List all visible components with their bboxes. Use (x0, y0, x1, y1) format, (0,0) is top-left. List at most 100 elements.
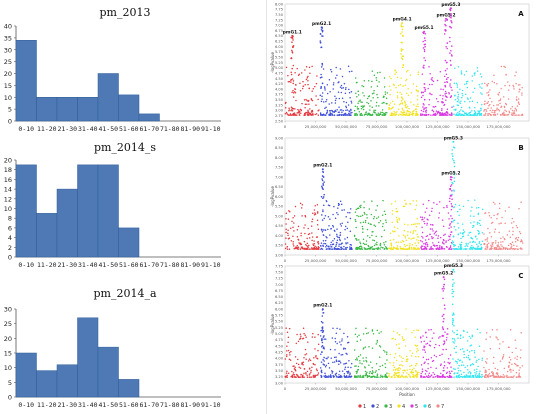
snp-point (348, 91, 351, 94)
snp-point (327, 228, 329, 231)
snp-point (480, 107, 482, 110)
peak-point (422, 106, 424, 108)
snp-point (398, 369, 400, 372)
snp-point (376, 373, 379, 375)
snp-point (472, 246, 474, 248)
snp-point (402, 240, 405, 243)
snp-point (446, 246, 448, 248)
bar-21-30 (56, 188, 78, 258)
snp-point (491, 374, 493, 377)
peak-point (444, 84, 446, 87)
y-tick-label: 3.50 (275, 369, 284, 373)
snp-point (336, 342, 338, 345)
snp-point (463, 248, 465, 250)
snp-point (432, 105, 434, 108)
x-tick-label: 150,000,000 (456, 258, 481, 263)
snp-point (301, 376, 303, 378)
snp-point (343, 332, 345, 335)
snp-point (416, 222, 418, 225)
snp-point (407, 69, 409, 72)
snp-point (375, 79, 378, 82)
snp-point (317, 245, 320, 248)
snp-point (344, 225, 347, 228)
snp-point (355, 327, 357, 330)
snp-point (428, 329, 430, 331)
snp-point (400, 364, 402, 366)
snp-point (375, 76, 378, 79)
snp-point (448, 92, 450, 94)
snp-point (331, 246, 333, 248)
y-tick-label: 6.00 (275, 195, 284, 199)
snp-point (426, 243, 429, 245)
snp-point (373, 215, 376, 218)
snp-point (368, 346, 370, 348)
snp-point (316, 357, 319, 360)
snp-point (393, 356, 396, 359)
snp-point (490, 114, 492, 116)
y-tick-label: 2.75 (275, 114, 283, 118)
snp-point (487, 112, 489, 115)
snp-point (493, 246, 496, 249)
snp-point (293, 373, 296, 376)
peak-point (322, 336, 325, 338)
snp-point (455, 82, 458, 84)
peak-point (446, 19, 448, 22)
snp-point (314, 348, 316, 350)
snp-point (360, 245, 362, 247)
snp-point (332, 327, 334, 329)
y-tick-label: 4.00 (275, 357, 284, 361)
snp-point (288, 210, 290, 212)
snp-point (315, 104, 317, 106)
snp-point (378, 368, 380, 371)
snp-point (314, 85, 316, 88)
snp-point (382, 112, 385, 114)
snp-point (379, 219, 382, 222)
snp-point (416, 348, 418, 350)
snp-point (443, 361, 446, 363)
snp-point (397, 221, 399, 224)
snp-point (378, 113, 381, 116)
snp-point (323, 86, 326, 88)
y-axis-label: -logPvalue (270, 314, 275, 335)
peak-point (441, 334, 444, 337)
snp-point (287, 234, 289, 237)
snp-point (307, 341, 309, 343)
category-label: 21-30 (57, 261, 77, 269)
snp-point (356, 359, 359, 361)
snp-point (514, 107, 516, 110)
snp-point (492, 104, 495, 107)
category-label: 11-20 (37, 125, 57, 133)
y-tick-label: 4.50 (275, 224, 284, 228)
snp-point (407, 94, 410, 97)
snp-point (310, 98, 313, 101)
snp-point (316, 248, 318, 250)
snp-point (309, 359, 312, 362)
snp-point (386, 111, 388, 114)
snp-point (435, 234, 437, 236)
snp-point (392, 364, 395, 367)
peak-point (446, 96, 448, 98)
snp-point (327, 362, 330, 365)
peak-point (400, 99, 403, 102)
snp-point (415, 355, 417, 358)
snp-point (431, 247, 434, 250)
snp-point (337, 91, 340, 93)
snp-point (340, 374, 342, 377)
snp-point (308, 358, 311, 360)
snp-point (371, 106, 373, 108)
snp-point (425, 336, 428, 338)
snp-point (402, 357, 404, 360)
peak-point (424, 33, 427, 35)
peak-point (451, 288, 454, 291)
snp-point (339, 375, 342, 378)
snp-point (490, 244, 492, 247)
x-tick-label: 25,000,000 (305, 386, 327, 391)
snp-point (478, 242, 480, 244)
peak-point (319, 33, 322, 35)
snp-point (402, 111, 405, 114)
snp-point (465, 244, 468, 246)
peak-point (290, 36, 292, 39)
snp-point (304, 69, 306, 71)
snp-point (430, 210, 433, 212)
